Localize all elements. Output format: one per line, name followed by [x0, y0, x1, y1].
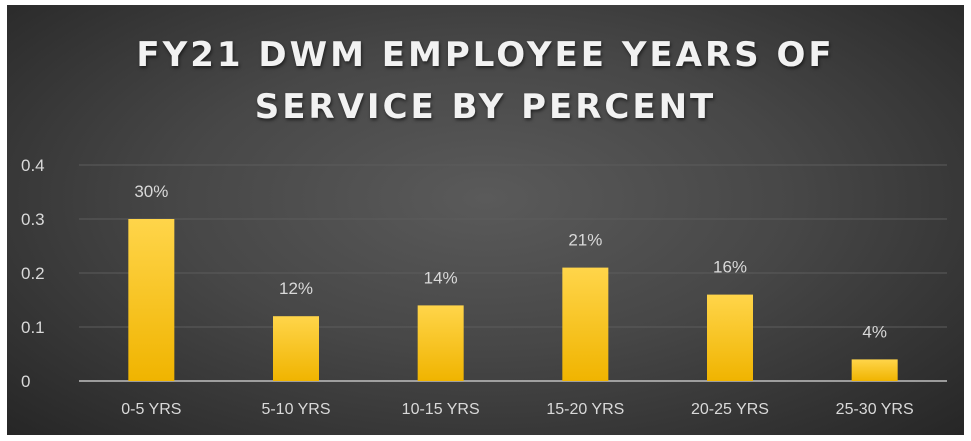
- x-category-label: 10-15 YRS: [402, 401, 480, 418]
- x-category-label: 25-30 YRS: [836, 401, 914, 418]
- bars: [128, 219, 898, 381]
- y-tick-label: 0: [21, 372, 30, 391]
- y-tick-label: 0.4: [21, 156, 45, 175]
- chart-title: FY21 DWM EMPLOYEE YEARS OF SERVICE BY PE…: [7, 29, 964, 133]
- y-tick-label: 0.3: [21, 210, 45, 229]
- data-label: 16%: [713, 258, 747, 277]
- y-axis-tick-labels: 0 0.1 0.2 0.3 0.4: [21, 156, 45, 391]
- gridlines: [79, 164, 947, 382]
- x-category-label: 0-5 YRS: [121, 401, 181, 418]
- bar: [273, 316, 319, 381]
- bar: [707, 294, 753, 381]
- bar: [562, 267, 609, 381]
- chart-title-line-1: FY21 DWM EMPLOYEE YEARS OF: [136, 35, 835, 75]
- x-category-label: 5-10 YRS: [261, 401, 330, 418]
- chart-title-line-2: SERVICE BY PERCENT: [254, 87, 717, 127]
- bar: [128, 219, 175, 381]
- bar-plot: 0 0.1 0.2 0.3 0.4 30% 12% 14% 21% 16% 4% 0-5 YRS 5…: [21, 156, 947, 418]
- x-category-label: 15-20 YRS: [546, 401, 624, 418]
- bar: [417, 305, 464, 381]
- data-label: 30%: [134, 182, 168, 201]
- x-axis-category-labels: 0-5 YRS 5-10 YRS 10-15 YRS 15-20 YRS 20-25 Y…: [121, 401, 913, 418]
- y-tick-label: 0.1: [21, 318, 45, 337]
- x-category-label: 20-25 YRS: [691, 401, 769, 418]
- data-label: 12%: [279, 279, 313, 298]
- bar: [851, 359, 898, 381]
- data-label: 14%: [424, 268, 458, 287]
- data-label: 4%: [862, 322, 887, 341]
- y-tick-label: 0.2: [21, 264, 45, 283]
- data-labels: 30% 12% 14% 21% 16% 4%: [134, 182, 887, 341]
- data-label: 21%: [568, 231, 602, 250]
- chart-area: FY21 DWM EMPLOYEE YEARS OF SERVICE BY PE…: [7, 5, 964, 435]
